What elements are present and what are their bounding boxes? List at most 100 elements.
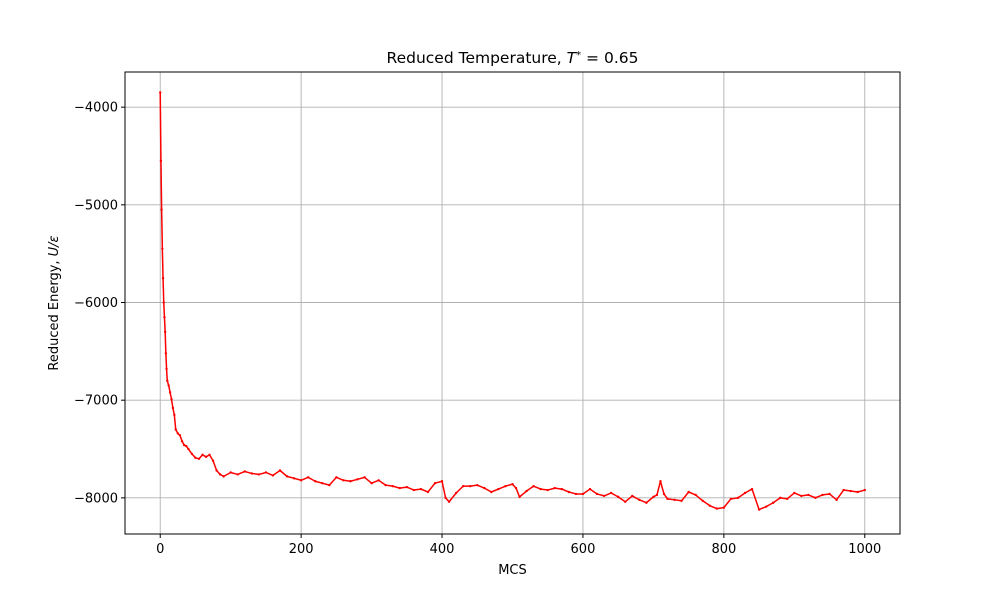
x-tick-label: 200 [289, 542, 314, 557]
data-point [163, 330, 167, 334]
data-point [454, 491, 458, 495]
data-point [743, 491, 747, 495]
y-tick-label: −6000 [74, 296, 118, 311]
data-point [314, 480, 317, 483]
data-point [159, 159, 163, 163]
data-point [786, 497, 789, 501]
data-point [285, 475, 289, 478]
data-point [779, 496, 782, 500]
data-point [222, 475, 225, 478]
data-point [160, 208, 163, 211]
data-point [757, 508, 761, 511]
data-point [278, 469, 282, 472]
y-axis-label: Reduced Energy, U/ε [47, 235, 62, 370]
data-point [162, 301, 165, 304]
data-point [370, 482, 373, 485]
data-point [168, 391, 172, 394]
data-point [483, 486, 486, 490]
x-tick-label: 0 [156, 542, 164, 557]
data-point [187, 447, 190, 451]
data-point [701, 499, 704, 502]
y-tick-label: −8000 [74, 491, 118, 506]
data-point [440, 480, 444, 483]
x-tick-label: 1000 [848, 542, 881, 557]
data-point [197, 457, 201, 460]
data-point [793, 491, 796, 495]
data-point [722, 506, 726, 509]
x-tick-label: 800 [711, 542, 736, 557]
data-point [708, 504, 711, 507]
data-point [159, 91, 162, 94]
ticks: 0 200 400 600 800 1000 −8000 −7000 −6000 −5000 −40… [74, 101, 881, 557]
y-tick-label: −4000 [74, 101, 118, 116]
data-point [271, 474, 275, 477]
data-point [391, 484, 394, 488]
data-point [821, 493, 824, 497]
data-point [539, 487, 542, 491]
data-point [178, 434, 182, 437]
data-point [306, 476, 310, 479]
data-point [750, 487, 754, 491]
data-point [715, 507, 719, 510]
data-point [218, 473, 222, 476]
data-point [204, 455, 208, 459]
data-point [377, 479, 380, 482]
series-layer [159, 91, 866, 511]
data-point [490, 490, 493, 494]
data-point [645, 501, 648, 504]
data-point [532, 484, 535, 488]
data-point [504, 484, 507, 488]
data-point [363, 476, 366, 479]
data-point [384, 483, 387, 487]
data-point [659, 480, 662, 483]
data-point [170, 398, 173, 401]
data-point [546, 488, 549, 492]
data-point [461, 484, 465, 488]
data-point [190, 452, 194, 456]
data-point [208, 453, 211, 457]
data-point [616, 495, 620, 499]
data-point [497, 487, 500, 491]
data-point [229, 471, 232, 474]
data-point [166, 379, 169, 382]
data-point [771, 501, 775, 504]
data-point [863, 488, 866, 492]
data-point [173, 413, 176, 417]
data-point [236, 473, 239, 476]
data-point [176, 432, 180, 435]
data-point [835, 498, 838, 502]
data-point [581, 492, 585, 496]
data-point [624, 500, 627, 503]
data-point [405, 485, 409, 489]
data-point [165, 367, 168, 371]
data-point [764, 505, 768, 508]
data-point [321, 482, 324, 485]
data-point [447, 500, 451, 503]
data-point [167, 384, 170, 387]
data-point [602, 494, 606, 498]
data-point [398, 486, 401, 490]
data-point [673, 498, 676, 502]
data-point [518, 495, 521, 499]
data-point [328, 483, 331, 487]
data-point [694, 493, 697, 497]
data-point [182, 443, 186, 447]
y-tick-label: −5000 [74, 198, 118, 213]
data-point [567, 490, 571, 494]
data-point [574, 492, 578, 496]
x-tick-label: 400 [430, 542, 455, 557]
data-point [514, 486, 518, 490]
data-point [828, 492, 831, 496]
data-point [349, 480, 352, 483]
data-point [476, 483, 479, 487]
data-point [469, 484, 472, 488]
data-point [444, 496, 447, 500]
data-point [680, 499, 683, 502]
x-axis-label: MCS [498, 563, 527, 578]
data-point [201, 453, 204, 457]
data-point [856, 490, 859, 494]
data-point [185, 444, 188, 448]
